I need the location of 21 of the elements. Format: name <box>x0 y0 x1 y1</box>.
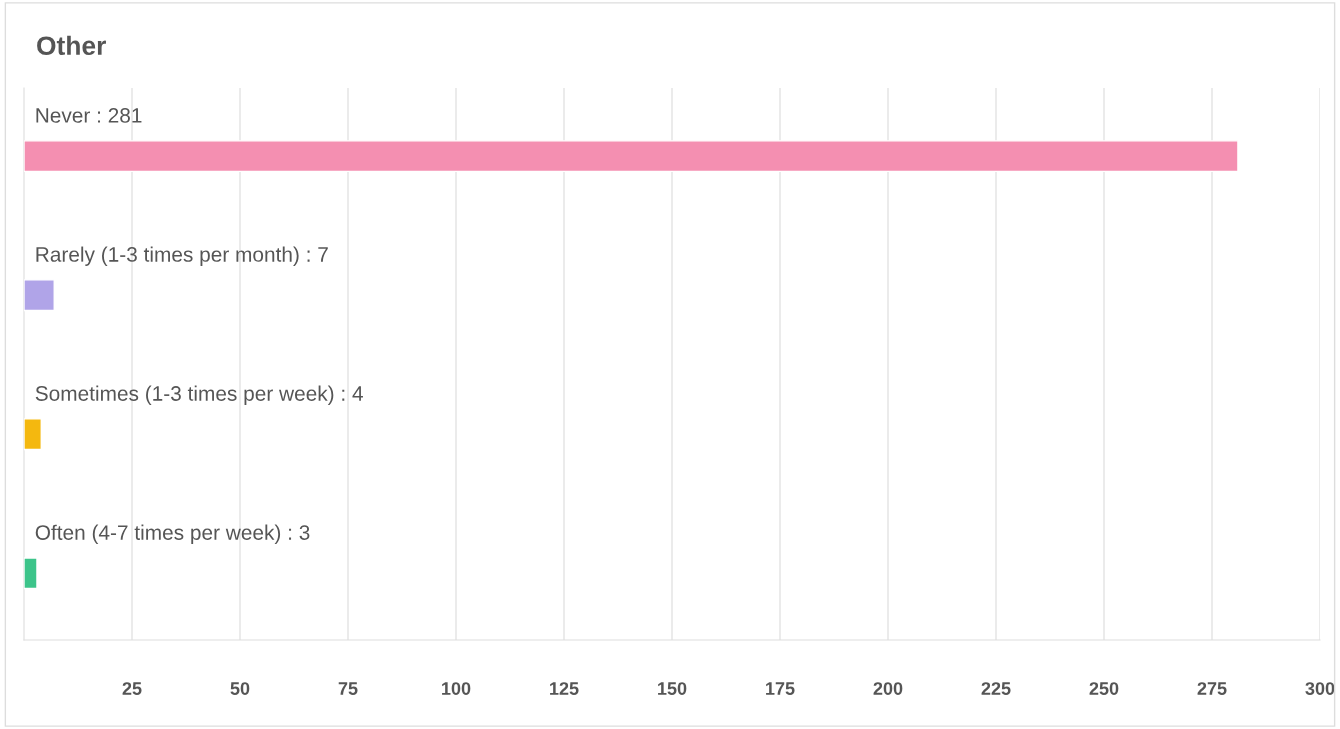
x-tick-label: 250 <box>1089 682 1119 695</box>
x-tick-label: 75 <box>338 682 358 695</box>
x-tick-label: 50 <box>230 682 250 695</box>
x-tick-label: 225 <box>981 682 1011 695</box>
x-tick-label: 300 <box>1305 682 1335 695</box>
x-tick-label: 100 <box>442 682 471 695</box>
x-tick-label: 150 <box>658 682 687 695</box>
bar <box>24 279 55 312</box>
bar <box>24 140 1239 173</box>
x-tick-label: 25 <box>122 682 142 695</box>
y-tick-label: Rarely (1-3 times per month) : 7 <box>36 246 328 266</box>
x-tick-label: 175 <box>766 682 795 695</box>
x-tick-label: 125 <box>550 682 579 695</box>
y-tick-label: Often (4-7 times per week) : 3 <box>35 524 310 545</box>
x-tick-label: 275 <box>1197 682 1227 695</box>
chart-title: Other <box>37 35 106 56</box>
x-tick-label: 200 <box>873 682 903 695</box>
y-tick-label: Sometimes (1-3 times per week) : 4 <box>35 385 363 405</box>
bar <box>24 418 42 451</box>
bar <box>24 557 38 590</box>
y-tick-label: Never : 281 <box>36 108 142 123</box>
